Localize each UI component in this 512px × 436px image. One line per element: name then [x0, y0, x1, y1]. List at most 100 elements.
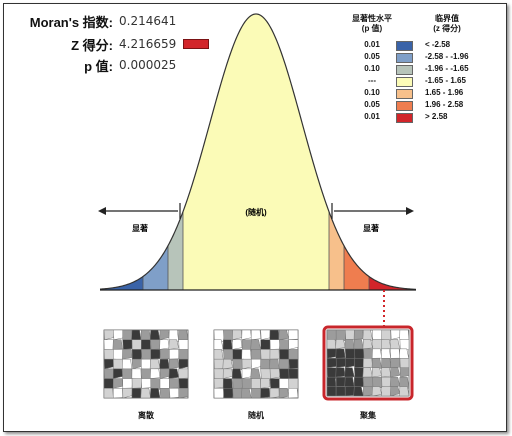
map-polygon [150, 349, 161, 360]
map-polygon [278, 388, 289, 399]
map-polygon [122, 378, 133, 389]
normal-curve [99, 13, 417, 290]
map-polygon [269, 339, 281, 350]
map-polygon [112, 339, 123, 350]
legend-swatch-3 [396, 77, 413, 87]
legend-z-5: 1.96 - 2.58 [425, 100, 464, 109]
map-polygon [344, 367, 355, 378]
map-polygon [178, 358, 189, 370]
map-polygon [103, 329, 116, 341]
map-polygon [381, 329, 392, 341]
dispersed-label: 离散 [138, 411, 154, 420]
legend-p-3: --- [368, 76, 376, 85]
map-polygon [122, 349, 133, 360]
map-polygon [131, 349, 143, 361]
legend-z-0: < -2.58 [425, 40, 451, 49]
map-polygon [169, 349, 180, 360]
legend-p-header: 显著性水平 (p 值) [352, 14, 392, 33]
legend-p-6: 0.01 [364, 112, 380, 121]
map-polygon [389, 367, 401, 378]
map-polygon [222, 358, 233, 370]
map-polygon [353, 329, 364, 340]
map-polygon [241, 388, 252, 399]
map-polygon [251, 378, 261, 390]
map-polygon [326, 348, 338, 359]
map-polygon [344, 386, 355, 397]
legend-swatch-6 [396, 113, 413, 123]
map-polygon [131, 378, 143, 389]
map-polygon [232, 339, 243, 350]
map-polygon [122, 329, 133, 341]
map-polygon [213, 349, 224, 361]
random-map-label: 随机 [248, 411, 264, 420]
map-polygon [168, 339, 179, 350]
map-polygon [269, 368, 281, 379]
map-polygon [335, 386, 346, 397]
legend-p-5: 0.05 [364, 100, 380, 109]
map-polygon [150, 368, 161, 379]
legend-swatch-2 [396, 65, 413, 75]
map-polygon [159, 388, 172, 399]
map-polygon [381, 367, 392, 378]
map-polygon [335, 367, 346, 378]
map-polygon [250, 329, 261, 340]
map-polygon [260, 358, 271, 371]
map-polygon [381, 358, 392, 369]
map-polygon [241, 358, 253, 370]
clustered-map [326, 329, 410, 397]
map-polygon [399, 376, 410, 389]
map-polygon [231, 368, 243, 380]
legend-z-2: -1.96 - -1.65 [425, 64, 469, 73]
map-polygon [149, 329, 161, 342]
map-polygon [178, 368, 189, 379]
legend-swatch-1 [396, 53, 413, 63]
map-polygon [178, 378, 189, 389]
legend-swatch-0 [396, 41, 413, 51]
z-score-color-swatch [183, 39, 209, 49]
map-polygon [288, 329, 299, 340]
map-polygon [168, 368, 179, 379]
legend-p-4: 0.10 [364, 88, 380, 97]
curve-band-4 [329, 14, 344, 290]
left-arrow-head [98, 207, 106, 215]
map-polygon [103, 388, 114, 399]
legend-p-1: 0.05 [364, 52, 380, 61]
map-polygon [159, 339, 170, 350]
map-polygon [399, 367, 410, 378]
map-polygon [335, 348, 346, 359]
legend-swatch-5 [396, 101, 413, 111]
map-polygon [371, 386, 382, 397]
curve-band-6 [369, 14, 416, 290]
map-polygon [223, 388, 235, 399]
moran-value: 0.214641 [119, 14, 177, 28]
map-polygon [371, 358, 382, 369]
map-polygon [372, 376, 384, 389]
legend-z-1: -2.58 - -1.96 [425, 52, 469, 61]
map-polygon [353, 339, 364, 350]
map-polygon [354, 358, 365, 368]
curve-band-3 [183, 14, 329, 290]
map-polygon [269, 388, 280, 399]
legend-p-2: 0.10 [364, 64, 380, 73]
map-polygon [149, 388, 161, 399]
map-polygon [260, 339, 271, 351]
legend-z-6: > 2.58 [425, 112, 448, 121]
map-polygon [149, 358, 161, 370]
map-polygon [288, 368, 299, 379]
legend-z-4: 1.65 - 1.96 [425, 88, 464, 97]
map-polygon [288, 339, 299, 350]
random-map [213, 329, 299, 399]
map-polygon [399, 386, 410, 397]
map-polygon [168, 358, 179, 370]
p-value-value: 0.000025 [119, 58, 177, 72]
map-polygon [141, 358, 151, 371]
map-polygon [113, 388, 123, 399]
curve-band-5 [344, 14, 369, 290]
left-significant-label: 显著 [132, 223, 148, 233]
map-polygon [335, 358, 347, 369]
map-polygon [353, 376, 364, 388]
curve-band-2 [168, 14, 183, 290]
legend-z-header: 临界值 (z 得分) [433, 14, 461, 33]
map-polygon [178, 388, 189, 399]
